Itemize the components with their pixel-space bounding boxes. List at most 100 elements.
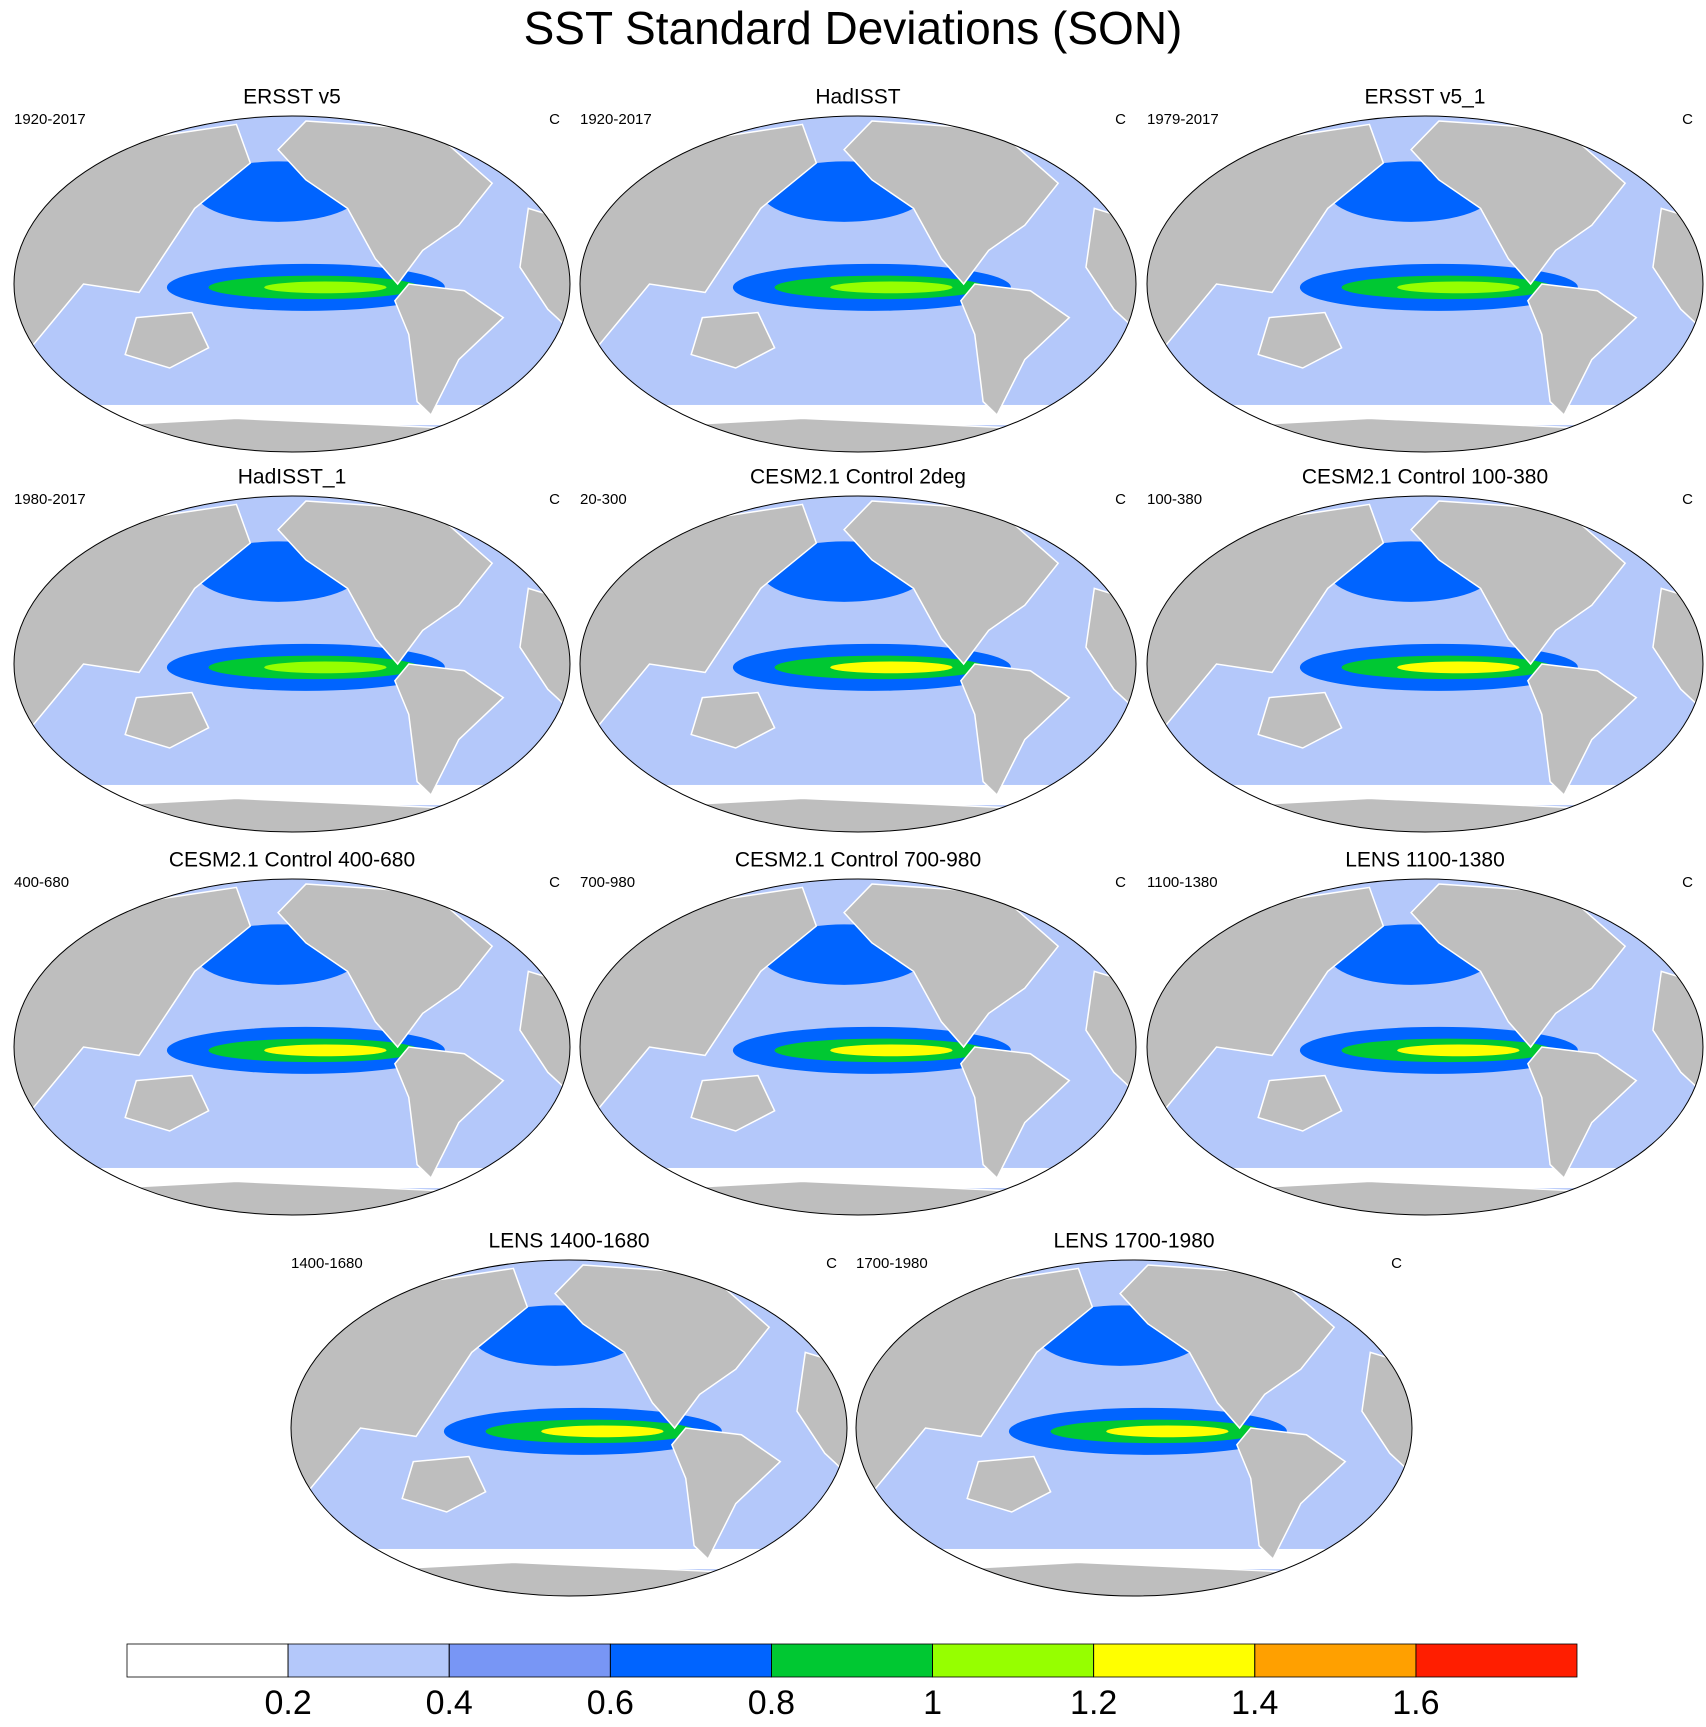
panel-period: 1400-1680 bbox=[291, 1255, 363, 1272]
panel-units: C bbox=[549, 874, 560, 891]
ocean-band bbox=[541, 1425, 664, 1438]
colorbar-box bbox=[609, 1643, 772, 1678]
map-panel: ERSST v5 1920-2017 C bbox=[13, 86, 571, 453]
land bbox=[966, 1455, 1052, 1513]
land bbox=[1257, 311, 1343, 369]
panel-period: 400-680 bbox=[14, 874, 69, 891]
panel-title: LENS 1700-1980 bbox=[1053, 1230, 1214, 1253]
panel-title: CESM2.1 Control 400-680 bbox=[169, 849, 415, 872]
map-outline bbox=[579, 495, 1137, 833]
colorbar-box bbox=[448, 1643, 611, 1678]
panel-units: C bbox=[549, 491, 560, 508]
map-body bbox=[1147, 879, 1703, 1215]
land bbox=[670, 1427, 782, 1561]
panel-units: C bbox=[549, 111, 560, 128]
land bbox=[124, 691, 210, 749]
land bbox=[1410, 883, 1627, 1049]
panel-units: C bbox=[826, 1255, 837, 1272]
map-body bbox=[14, 116, 570, 452]
map-panel: HadISST 1920-2017 C bbox=[579, 86, 1137, 453]
panel-units: C bbox=[1682, 874, 1693, 891]
panel-units: C bbox=[1115, 874, 1126, 891]
panel-period: 1100-1380 bbox=[1147, 874, 1218, 891]
panel-period: 1920-2017 bbox=[14, 111, 86, 128]
panel-title: LENS 1100-1380 bbox=[1345, 849, 1505, 872]
ocean-band bbox=[830, 661, 953, 674]
colorbar-label: 1.4 bbox=[1231, 1684, 1278, 1722]
map-body bbox=[856, 1260, 1412, 1596]
map-panel: ERSST v5_1 1979-2017 C bbox=[1146, 86, 1704, 453]
map-panel: LENS 1400-1680 1400-1680 C bbox=[290, 1230, 848, 1597]
panel-title: ERSST v5 bbox=[243, 86, 341, 109]
land bbox=[393, 283, 505, 417]
land bbox=[554, 1264, 771, 1430]
map-body bbox=[14, 496, 570, 832]
land bbox=[1526, 663, 1638, 797]
colorbar-label: 0.4 bbox=[426, 1684, 473, 1722]
map-panel: CESM2.1 Control 2deg 20-300 C bbox=[579, 466, 1137, 833]
panel-period: 100-380 bbox=[1147, 491, 1202, 508]
ocean-band bbox=[264, 281, 387, 294]
map-panel: HadISST_1 1980-2017 C bbox=[13, 466, 571, 833]
panel-period: 1980-2017 bbox=[14, 491, 86, 508]
land bbox=[959, 1046, 1071, 1180]
land bbox=[690, 691, 776, 749]
map-panel: CESM2.1 Control 700-980 700-980 C bbox=[579, 849, 1137, 1216]
map-outline bbox=[290, 1259, 848, 1597]
map-panel: CESM2.1 Control 100-380 100-380 C bbox=[1146, 466, 1704, 833]
map-body bbox=[580, 496, 1136, 832]
map-outline bbox=[579, 878, 1137, 1216]
land bbox=[1526, 1046, 1638, 1180]
map-outline bbox=[13, 878, 571, 1216]
colorbar-label: 0.6 bbox=[587, 1684, 634, 1722]
land bbox=[124, 1074, 210, 1132]
land bbox=[1257, 1074, 1343, 1132]
panel-title: CESM2.1 Control 2deg bbox=[750, 466, 966, 489]
map-outline bbox=[13, 495, 571, 833]
ocean-band bbox=[264, 1044, 387, 1057]
colorbar-box bbox=[287, 1643, 450, 1678]
colorbar-label: 1 bbox=[923, 1684, 942, 1722]
land bbox=[277, 120, 494, 286]
panel-units: C bbox=[1115, 111, 1126, 128]
panel-title: LENS 1400-1680 bbox=[488, 1230, 649, 1253]
panel-title: HadISST bbox=[815, 86, 900, 109]
map-outline bbox=[855, 1259, 1413, 1597]
map-panel: LENS 1700-1980 1700-1980 C bbox=[855, 1230, 1413, 1597]
land bbox=[690, 311, 776, 369]
land bbox=[1410, 500, 1627, 666]
colorbar-box bbox=[771, 1643, 933, 1678]
ocean-band bbox=[1106, 1425, 1229, 1438]
colorbar-box bbox=[1415, 1643, 1578, 1678]
map-panel: LENS 1100-1380 1100-1380 C bbox=[1146, 849, 1704, 1216]
map-outline bbox=[1146, 878, 1704, 1216]
colorbar-box bbox=[932, 1643, 1095, 1678]
map-outline bbox=[579, 115, 1137, 453]
ocean-band bbox=[1397, 1044, 1520, 1057]
land bbox=[1235, 1427, 1347, 1561]
land bbox=[124, 311, 210, 369]
panel-period: 1920-2017 bbox=[580, 111, 652, 128]
map-outline bbox=[1146, 495, 1704, 833]
colorbar-box bbox=[1093, 1643, 1256, 1678]
colorbar-label: 0.2 bbox=[264, 1684, 311, 1722]
panel-period: 20-300 bbox=[580, 491, 627, 508]
ocean-band bbox=[1397, 661, 1520, 674]
map-body bbox=[14, 879, 570, 1215]
panel-period: 1700-1980 bbox=[856, 1255, 928, 1272]
panel-units: C bbox=[1115, 491, 1126, 508]
panel-title: HadISST_1 bbox=[238, 466, 347, 489]
map-body bbox=[580, 879, 1136, 1215]
map-body bbox=[580, 116, 1136, 452]
land bbox=[959, 283, 1071, 417]
land bbox=[1526, 283, 1638, 417]
panel-units: C bbox=[1682, 111, 1693, 128]
panel-title: ERSST v5_1 bbox=[1364, 86, 1485, 109]
panel-title: CESM2.1 Control 100-380 bbox=[1302, 466, 1548, 489]
panel-period: 1979-2017 bbox=[1147, 111, 1219, 128]
map-body bbox=[1147, 116, 1703, 452]
land bbox=[1119, 1264, 1336, 1430]
colorbar-box bbox=[126, 1643, 289, 1678]
map-outline bbox=[1146, 115, 1704, 453]
